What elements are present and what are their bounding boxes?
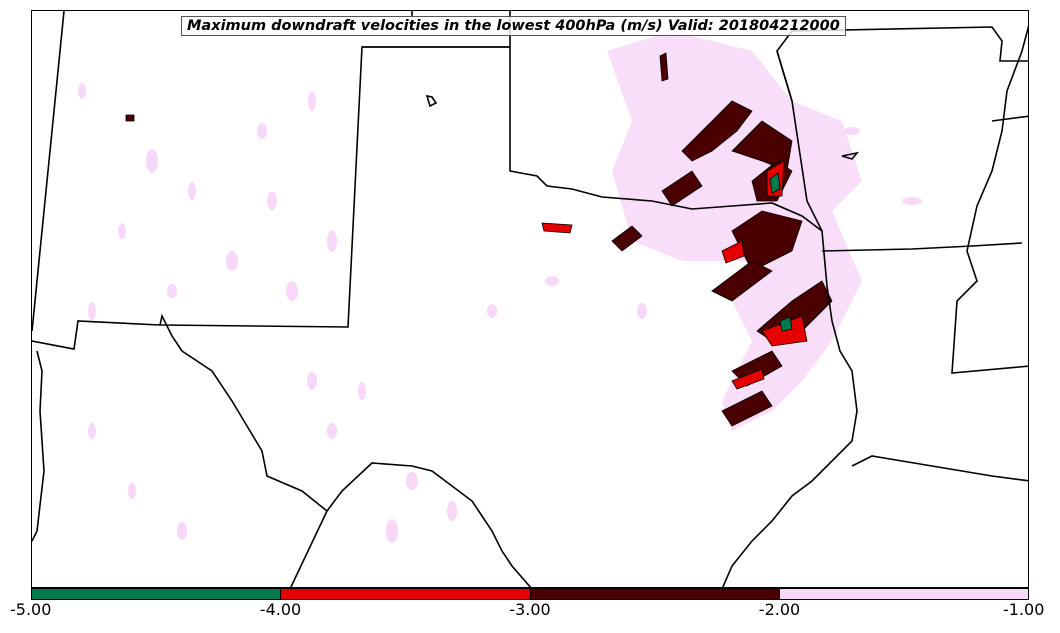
colorbar-segment-1 [281,589,531,599]
colorbar-segment-3 [779,589,1028,599]
map-title: Maximum downdraft velocities in the lowe… [181,16,846,36]
downdraft-map [32,11,1028,587]
boundary-lines [32,11,1028,587]
colorbar-segment-2 [530,589,780,599]
pink-field-layer [78,31,922,543]
colorbar-tick-label: -3.00 [509,600,551,619]
map-panel [31,10,1029,588]
colorbar-tick-label: -1.00 [1003,600,1045,619]
colorbar [31,588,1029,600]
colorbar-tick-label: -2.00 [758,600,801,619]
colorbar-tick-label: -4.00 [259,600,302,619]
colorbar-segment-0 [32,589,282,599]
colorbar-tick-label: -5.00 [10,600,52,619]
storm-cells-layer [125,52,833,427]
